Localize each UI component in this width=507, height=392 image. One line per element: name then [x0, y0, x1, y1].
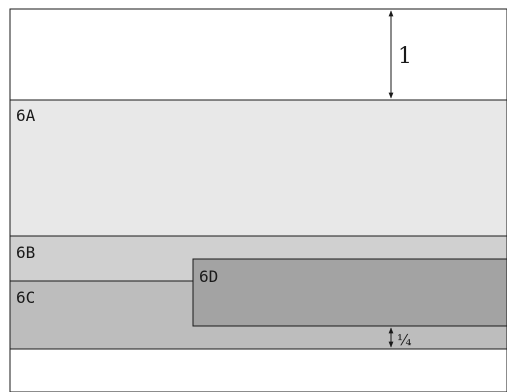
region-6a-label: 6A — [16, 106, 36, 125]
region-6c-label: 6C — [16, 288, 35, 307]
top-height-dimension-label: 1 — [398, 44, 412, 69]
region-6b-label: 6B — [16, 243, 35, 262]
top-blank-region — [9, 8, 507, 101]
region-6a — [9, 99, 507, 237]
bottom-blank-region — [9, 348, 507, 392]
bottom-gap-dimension-label: ¼ — [397, 331, 412, 349]
region-6d-label: 6D — [199, 267, 218, 286]
region-6d — [192, 258, 507, 327]
